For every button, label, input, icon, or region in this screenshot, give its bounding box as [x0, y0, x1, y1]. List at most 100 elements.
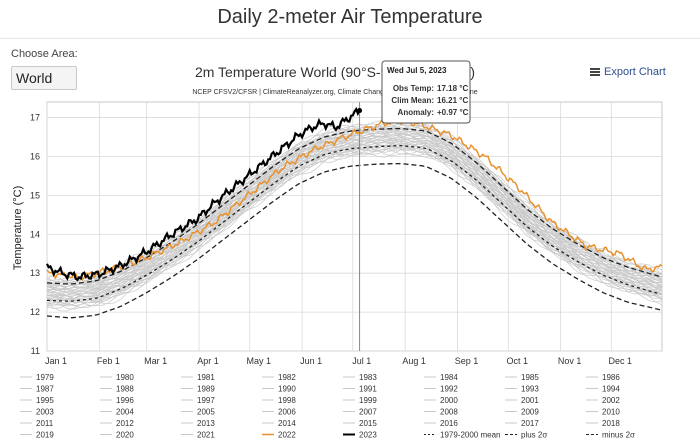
series-line-2020 [46, 123, 663, 282]
legend-item: plus 2σ [521, 431, 547, 440]
y-tick-label: 14 [30, 229, 40, 239]
legend-item: 2009 [521, 408, 539, 417]
tooltip-obs-label: Obs Temp: [393, 84, 434, 93]
area-label: Choose Area: [11, 48, 78, 60]
x-tick-label: Dec 1 [609, 356, 633, 366]
legend-item: 1981 [197, 373, 215, 382]
plot-area [46, 101, 663, 352]
x-tick-label: Sep 1 [455, 356, 479, 366]
legend-item: 2019 [36, 431, 54, 440]
x-tick-label: Jan 1 [45, 356, 67, 366]
series-line-1985 [46, 144, 663, 307]
x-tick-label: Jun 1 [300, 356, 322, 366]
series-line-plus-2- [46, 127, 661, 285]
legend-item: 1982 [278, 373, 296, 382]
y-tick-label: 16 [30, 151, 40, 161]
y-tick-label: 13 [30, 268, 40, 278]
y-tick-label: 11 [31, 346, 40, 356]
chart-credit: NCEP CFSV2/CFSR | ClimateReanalyzer.org,… [192, 89, 477, 96]
series-line-2018 [46, 122, 663, 287]
legend-item: 2018 [602, 419, 620, 428]
legend-item: 1995 [36, 396, 54, 405]
legend-item: 1988 [116, 385, 134, 394]
series-line-2007 [46, 128, 663, 294]
series-line-minus-2- [46, 162, 661, 319]
x-tick-label: Jul 1 [352, 356, 371, 366]
y-tick-label: 12 [30, 307, 40, 317]
tooltip-mean-value: 16.21 °C [437, 96, 468, 105]
legend-item: 2023 [359, 431, 377, 440]
legend-item: 2017 [521, 419, 539, 428]
tooltip-date: Wed Jul 5, 2023 [387, 66, 447, 75]
legend-item: 2000 [440, 396, 458, 405]
series-line-2022 [46, 116, 663, 282]
series-line-1981 [46, 144, 663, 312]
legend-item: 2008 [440, 408, 458, 417]
legend-item: 2010 [602, 408, 620, 417]
x-tick-label: May 1 [246, 356, 271, 366]
tooltip-box [381, 60, 471, 124]
legend-item: 1979 [36, 373, 54, 382]
series-line-1989 [46, 139, 663, 306]
legend-item: 2001 [521, 396, 539, 405]
export-chart-button[interactable]: Export Chart [590, 66, 666, 78]
legend-item: 1999 [359, 396, 377, 405]
legend-item: 2013 [197, 419, 215, 428]
legend-item: 2012 [116, 419, 134, 428]
legend: 1979 1980 1981 1982 1983 1984 1985 1986 1987 1988… [20, 373, 635, 440]
legend-item: 1983 [359, 373, 377, 382]
legend-item: 1984 [440, 373, 458, 382]
legend-item: minus 2σ [602, 431, 635, 440]
menu-icon [590, 68, 600, 77]
legend-item: 1989 [197, 385, 215, 394]
legend-item: 2003 [36, 408, 54, 417]
legend-item: 1998 [278, 396, 296, 405]
series-line-2017 [46, 123, 663, 286]
x-tick-label: Apr 1 [197, 356, 219, 366]
legend-item: 2014 [278, 419, 296, 428]
series-line-2023 [46, 106, 361, 282]
legend-item: 1990 [278, 385, 296, 394]
axis-ticks: 11 12 13 14 15 16 17 Jan 1 Feb 1 Mar 1 Apr 1 May 1 J… [30, 113, 632, 366]
legend-item: 1986 [602, 373, 620, 382]
y-tick-label: 17 [30, 113, 40, 123]
y-axis-label: Temperature (°C) [12, 186, 24, 270]
legend-item: 2011 [36, 419, 54, 428]
legend-item: 1987 [36, 385, 54, 394]
tooltip-obs-value: 17.18 °C [437, 84, 468, 93]
legend-item: 2007 [359, 408, 377, 417]
tooltip-mean-label: Clim Mean: [391, 96, 434, 105]
series-line-2001 [46, 132, 663, 293]
x-tick-label: Nov 1 [558, 356, 582, 366]
export-chart-label: Export Chart [604, 66, 666, 78]
page-title: Daily 2-meter Air Temperature [217, 6, 483, 28]
x-tick-label: Oct 1 [506, 356, 528, 366]
legend-item: 1997 [197, 396, 215, 405]
area-select[interactable]: World [11, 66, 77, 90]
series-line-2010 [46, 128, 663, 290]
x-tick-label: Mar 1 [144, 356, 167, 366]
legend-item: 2015 [359, 419, 377, 428]
y-tick-label: 15 [30, 190, 40, 200]
tooltip-anomaly-label: Anomaly: [398, 108, 434, 117]
series-line-1979-2000-mean [46, 145, 661, 302]
legend-item: 1980 [116, 373, 134, 382]
legend-item: 1993 [521, 385, 539, 394]
legend-item: 2006 [278, 408, 296, 417]
hover-point [357, 108, 363, 114]
legend-item: 2005 [197, 408, 215, 417]
legend-item: 2021 [197, 431, 215, 440]
title-divider [0, 38, 700, 39]
legend-item: 1991 [359, 385, 377, 394]
legend-item: 2020 [116, 431, 134, 440]
tooltip-anomaly-value: +0.97 °C [437, 108, 469, 117]
legend-item: 1996 [116, 396, 134, 405]
legend-item: 1992 [440, 385, 458, 394]
legend-item: 2002 [602, 396, 620, 405]
legend-item: 2022 [278, 431, 296, 440]
series-line-2011 [46, 125, 663, 292]
legend-item: 2016 [440, 419, 458, 428]
legend-item: 1985 [521, 373, 539, 382]
